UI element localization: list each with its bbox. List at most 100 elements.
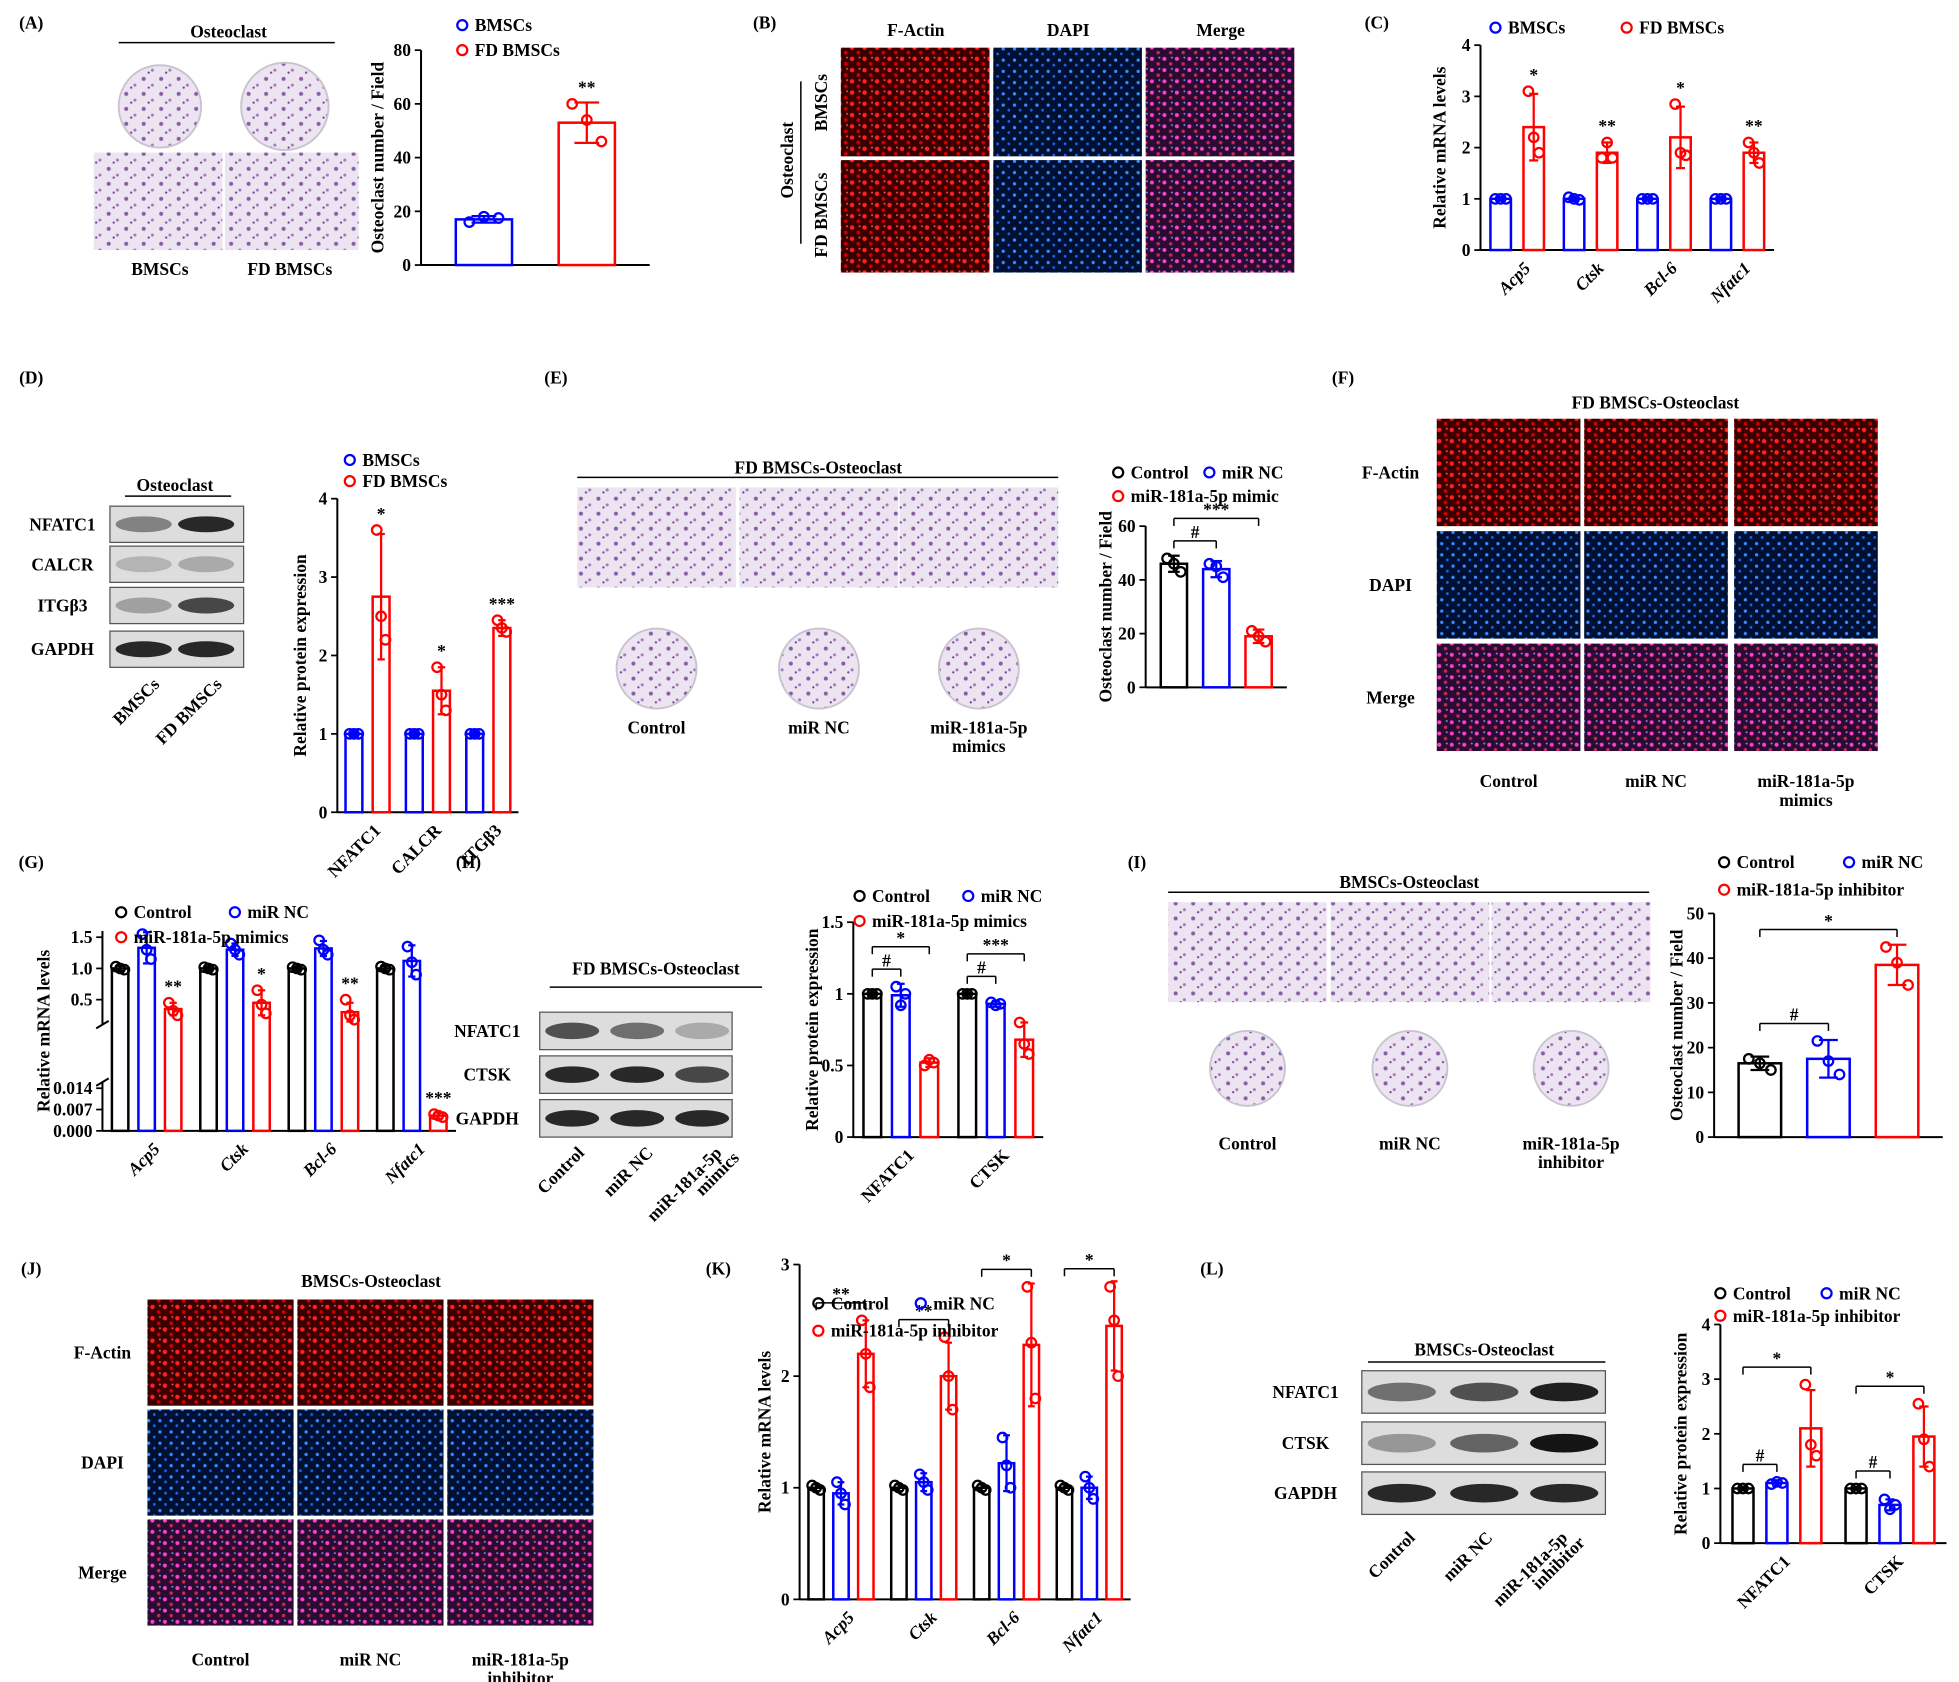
data-point — [1079, 1470, 1092, 1483]
data-point — [405, 956, 418, 969]
data-point — [1601, 136, 1613, 149]
data-point — [1203, 557, 1216, 570]
blot-label: CTSK — [1282, 1433, 1330, 1453]
data-point — [1912, 1397, 1925, 1410]
bar — [163, 1007, 183, 1133]
blot-band — [115, 516, 172, 533]
data-point — [1595, 151, 1608, 164]
y-axis-title: Relative mRNA levels — [755, 1351, 775, 1513]
data-point — [1880, 941, 1892, 953]
micrograph — [993, 47, 1142, 157]
significance: # — [1191, 522, 1200, 542]
bar — [1055, 1486, 1074, 1601]
row-label: DAPI — [1369, 575, 1412, 595]
label: miR NC — [599, 1143, 657, 1201]
data-point — [435, 688, 448, 701]
header: FD BMSCs-Osteoclast — [735, 457, 903, 477]
column-label: miR-181a-5p — [472, 1649, 569, 1669]
micrograph — [297, 1519, 444, 1626]
data-point — [1573, 193, 1586, 206]
legend-label: miR NC — [933, 1293, 995, 1313]
data-point — [1087, 1493, 1100, 1505]
data-point — [965, 987, 978, 1000]
data-point — [1679, 149, 1692, 162]
blot-band — [1530, 1433, 1599, 1453]
caption: miR NC — [1379, 1133, 1441, 1153]
row-label: F-Actin — [74, 1343, 132, 1363]
legend-label: miR NC — [1222, 462, 1284, 482]
data-point — [1765, 1478, 1778, 1490]
panel-label: (H) — [456, 852, 481, 872]
bar — [344, 732, 364, 814]
data-point — [1669, 98, 1682, 110]
bar — [919, 1061, 940, 1139]
blot-band — [115, 556, 172, 573]
bar — [375, 967, 395, 1133]
bar — [137, 946, 157, 1133]
bar — [1737, 1062, 1783, 1139]
data-point — [295, 963, 308, 976]
data-point — [473, 727, 485, 740]
data-point — [1025, 1336, 1038, 1349]
label: Control — [533, 1142, 588, 1197]
data-point — [1500, 192, 1512, 205]
blot-band — [610, 1022, 665, 1040]
y-tick-label: 20 — [1118, 624, 1136, 644]
significance: ** — [915, 1301, 933, 1321]
bar — [340, 1010, 360, 1133]
blot-band — [1450, 1483, 1519, 1503]
significance: * — [1886, 1368, 1895, 1388]
legend-marker — [1112, 466, 1125, 479]
data-point — [1000, 1459, 1013, 1472]
column-label: DAPI — [1047, 20, 1090, 40]
data-point — [440, 704, 452, 717]
legend-label: Control — [872, 886, 930, 906]
micrograph — [1491, 902, 1651, 1003]
significance: * — [1824, 911, 1833, 931]
panel-label: (E) — [544, 367, 567, 387]
legend-marker — [228, 906, 242, 919]
data-point — [1923, 1460, 1936, 1473]
data-point — [1731, 1482, 1744, 1495]
y-tick-label: 4 — [1462, 35, 1471, 55]
blot-label: CTSK — [463, 1065, 511, 1085]
data-point — [595, 135, 608, 148]
y-tick-label: 1.0 — [71, 958, 93, 978]
data-point — [1062, 1484, 1075, 1496]
significance: # — [1790, 1005, 1799, 1025]
data-point — [1168, 557, 1180, 570]
y-tick-label: 50 — [1687, 903, 1705, 923]
data-point — [1902, 979, 1914, 991]
data-point — [1844, 1482, 1857, 1495]
bar — [404, 732, 424, 814]
legend-label: BMSCs — [475, 15, 533, 35]
legend-marker — [812, 1297, 825, 1310]
significance: ** — [832, 1284, 850, 1304]
bar — [1244, 635, 1273, 689]
data-point — [375, 610, 387, 623]
row-label: F-Actin — [1362, 462, 1420, 482]
y-tick-label: 0 — [1695, 1127, 1704, 1147]
x-tick-label: Bcl-6 — [298, 1139, 340, 1181]
data-point — [1742, 1482, 1755, 1495]
panel-label: (G) — [19, 852, 44, 872]
header: Osteoclast — [137, 475, 214, 495]
column-label: miR-181a-5p — [1757, 771, 1854, 791]
column-label: inhibitor — [487, 1668, 553, 1682]
label: BMSCs — [109, 674, 164, 729]
bar — [862, 992, 883, 1139]
column-label: F-Actin — [887, 20, 945, 40]
significance: *** — [1203, 500, 1229, 520]
culture-dish — [240, 61, 330, 152]
y-tick-label: 1 — [781, 1478, 790, 1498]
legend-marker — [962, 889, 975, 903]
legend-marker — [1203, 466, 1216, 479]
y-tick-label: 0.000 — [53, 1121, 93, 1141]
data-point — [1776, 1477, 1789, 1489]
data-point — [566, 98, 579, 110]
x-tick-label: Ctsk — [904, 1607, 941, 1644]
legend-marker — [1717, 883, 1731, 896]
header: FD BMSCs-Osteoclast — [572, 958, 740, 978]
panel-label: (A) — [19, 13, 43, 33]
